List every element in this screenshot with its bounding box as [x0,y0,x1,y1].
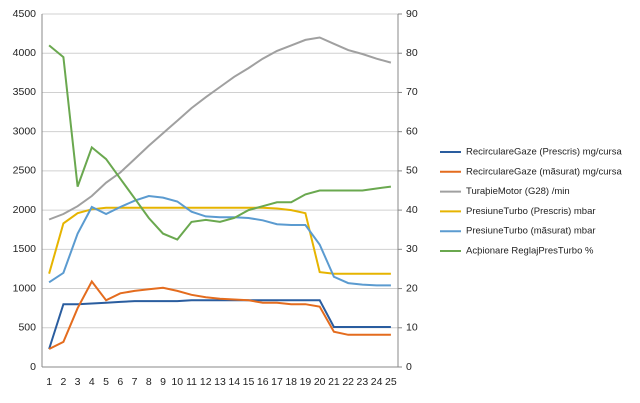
legend-label: RecirculareGaze (mãsurat) mg/cursa [466,166,622,177]
x-tick-label: 24 [371,376,383,388]
x-tick-label: 1 [46,376,52,388]
x-tick-label: 23 [357,376,369,388]
y-tick-label: 1000 [13,282,37,294]
legend: RecirculareGaze (Prescris) mg/cursa Recir… [440,147,622,257]
x-tick-label: 17 [271,376,283,388]
y2-tick-label: 90 [406,8,418,20]
series-line [48,194,391,287]
y2-tick-label: 30 [406,243,418,255]
x-tick-label: 19 [300,376,312,388]
legend-label: PresiuneTurbo (Prescris) mbar [466,206,596,217]
y-tick-label: 2000 [13,204,37,216]
series-line [48,206,391,275]
y2-tick-label: 40 [406,204,418,216]
x-tick-label: 21 [328,376,340,388]
y2-tick-label: 60 [406,125,418,137]
y2-tick-label: 10 [406,322,418,334]
y-tick-label: 0 [30,361,36,373]
x-tick-label: 4 [89,376,95,388]
legend-label: RecirculareGaze (Prescris) mg/cursa [466,147,622,158]
x-tick-label: 9 [160,376,166,388]
x-tick-label: 5 [103,376,109,388]
x-tick-label: 20 [314,376,326,388]
y-tick-label: 3000 [13,125,37,137]
x-tick-label: 11 [186,376,197,388]
y-tick-label: 4500 [13,8,37,20]
x-tick-label: 10 [171,376,183,388]
y-tick-label: 500 [18,322,36,334]
y2-tick-label: 80 [406,47,418,59]
y2-tick-label: 50 [406,165,418,177]
x-tick-label: 7 [132,376,138,388]
x-tick-label: 12 [200,376,212,388]
x-tick-label: 6 [117,376,123,388]
x-tick-label: 8 [146,376,152,388]
x-tick-label: 22 [342,376,354,388]
legend-label: TuraþieMotor (G28) /min [466,186,570,197]
series-line [48,36,392,221]
x-tick-label: 2 [60,376,66,388]
series-line [48,299,391,350]
x-tick-label: 15 [243,376,255,388]
y-tick-label: 2500 [13,165,37,177]
y2-tick-label: 20 [406,282,418,294]
x-tick-label: 16 [257,376,269,388]
x-tick-label: 13 [214,376,226,388]
legend-label: Acþionare ReglajPresTurbo % [466,246,594,257]
x-tick-label: 18 [285,376,297,388]
series-line [48,279,391,350]
y-tick-label: 3500 [13,86,37,98]
y2-tick-label: 70 [406,86,418,98]
x-tick-label: 3 [75,376,81,388]
x-tick-label: 25 [385,376,397,388]
y-tick-label: 1500 [13,243,37,255]
x-tick-label: 14 [228,376,240,388]
y2-tick-label: 0 [406,361,412,373]
y-tick-label: 4000 [13,47,37,59]
series-line [48,44,392,241]
legend-label: PresiuneTurbo (mãsurat) mbar [466,226,596,237]
